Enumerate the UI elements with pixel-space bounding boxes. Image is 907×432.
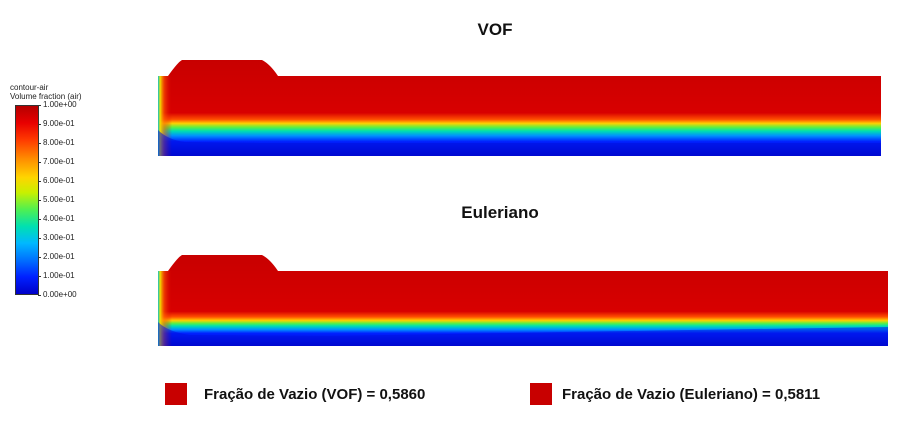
- legend-tick: 1.00e-01: [38, 271, 75, 280]
- legend-tick: 6.00e-01: [38, 176, 75, 185]
- euler-void-fraction: Fração de Vazio (Euleriano) = 0,5811: [562, 386, 821, 403]
- legend-tick: 2.00e-01: [38, 252, 75, 261]
- legend-tick: 5.00e-01: [38, 195, 75, 204]
- legend-tick: 3.00e-01: [38, 233, 75, 242]
- legend-tick: 0.00e+00: [38, 290, 77, 299]
- legend-tick: 7.00e-01: [38, 157, 75, 166]
- vof-contour: [158, 60, 881, 156]
- vof-title: VOF: [477, 20, 513, 39]
- color-legend: contour-air Volume fraction (air) 1.00e+…: [10, 83, 120, 299]
- vof-swatch: [165, 383, 187, 405]
- legend-tick: 9.00e-01: [38, 119, 75, 128]
- vof-void-fraction: Fração de Vazio (VOF) = 0,5860: [204, 386, 426, 403]
- legend-tick: 4.00e-01: [38, 214, 75, 223]
- legend-tick: 1.00e+00: [38, 100, 77, 109]
- euler-contour: [158, 255, 888, 346]
- legend-name: contour-air: [10, 83, 49, 92]
- colorbar: [15, 105, 39, 295]
- euler-swatch: [530, 383, 552, 405]
- legend-tick: 8.00e-01: [38, 138, 75, 147]
- legend-quantity: Volume fraction (air): [10, 92, 82, 101]
- euler-title: Euleriano: [461, 203, 539, 222]
